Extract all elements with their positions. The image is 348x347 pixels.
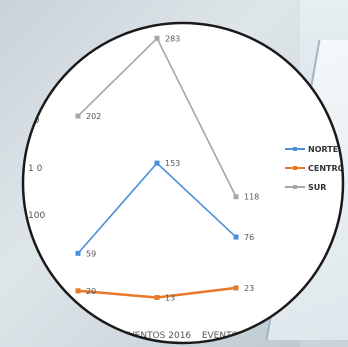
data-point bbox=[75, 288, 81, 294]
data-label: 153 bbox=[165, 159, 180, 168]
data-point bbox=[233, 285, 239, 291]
x-tick-label: EVENTOS 2016 bbox=[123, 331, 192, 341]
data-label: 23 bbox=[244, 284, 254, 293]
y-tick-label: 1 0 bbox=[28, 164, 43, 174]
legend-marker bbox=[293, 166, 297, 170]
x-tick-label: EVENTOS 2015 bbox=[44, 331, 112, 341]
chart-circle-bg bbox=[23, 23, 343, 343]
y-tick-label: 100 bbox=[28, 211, 45, 221]
legend-marker bbox=[293, 185, 297, 189]
data-label: 283 bbox=[165, 34, 180, 43]
data-point bbox=[154, 160, 160, 166]
data-point bbox=[154, 35, 160, 41]
legend-label: NORTE bbox=[308, 145, 338, 154]
legend-label: SUR bbox=[308, 183, 326, 192]
chart-circle-border bbox=[21, 21, 345, 345]
data-label: 202 bbox=[86, 112, 101, 121]
data-label: 59 bbox=[86, 249, 96, 258]
data-point bbox=[75, 113, 81, 119]
data-label: 118 bbox=[244, 193, 259, 202]
data-label: 76 bbox=[244, 233, 254, 242]
legend-marker bbox=[293, 147, 297, 151]
data-point bbox=[75, 250, 81, 256]
legend-label: CENTRO bbox=[308, 164, 345, 173]
data-label: 20 bbox=[86, 287, 96, 296]
data-point bbox=[233, 194, 239, 200]
data-point bbox=[154, 295, 160, 301]
data-label: 13 bbox=[165, 294, 175, 303]
data-point bbox=[233, 234, 239, 240]
